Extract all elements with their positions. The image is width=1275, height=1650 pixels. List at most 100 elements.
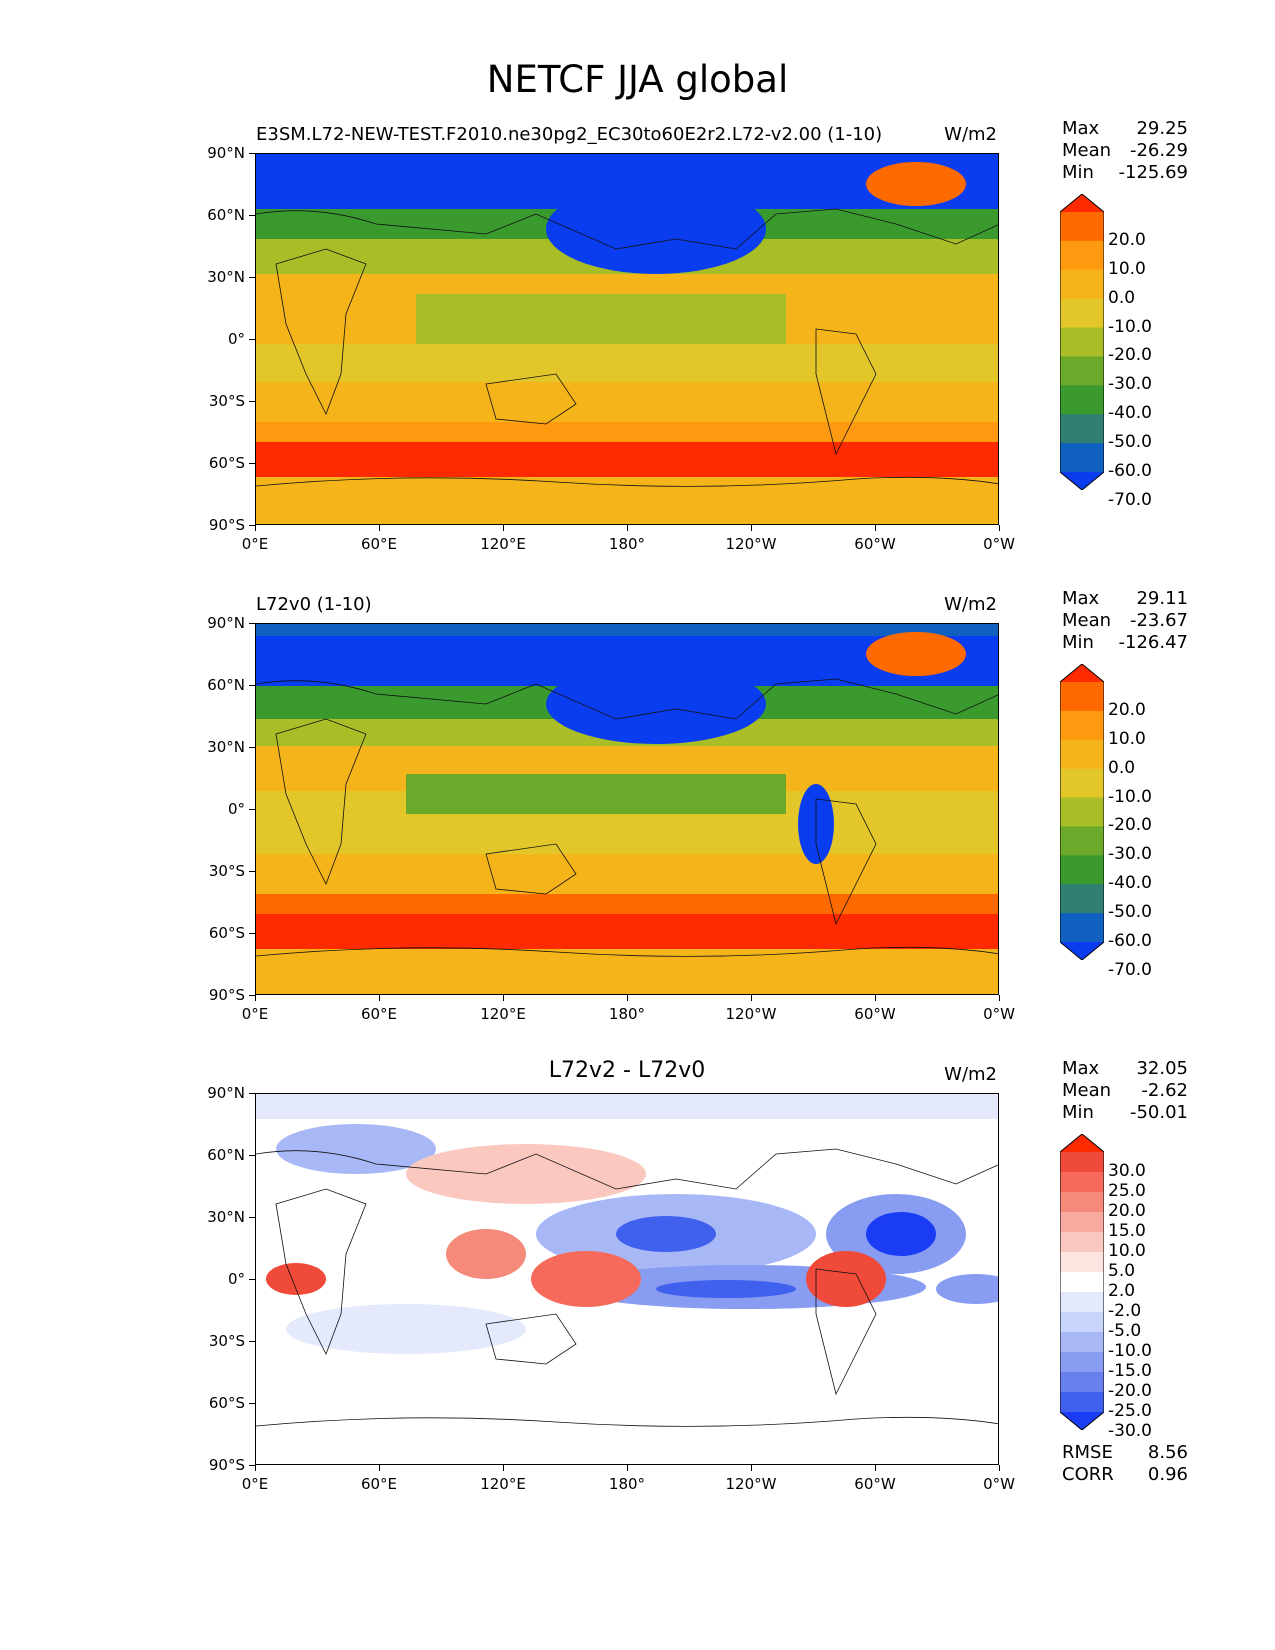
- colorbar-tick-label: -10.0: [1108, 786, 1152, 807]
- colorbar-extend-min: [1060, 1412, 1104, 1430]
- panel-3-field: [256, 1094, 998, 1464]
- colorbar-segment: [1060, 212, 1104, 242]
- x-tick: [503, 525, 504, 531]
- y-tick: [249, 1155, 255, 1156]
- y-tick-label: 90°S: [208, 986, 245, 1004]
- x-tick: [379, 1465, 380, 1471]
- y-tick: [249, 995, 255, 996]
- y-tick: [249, 933, 255, 934]
- colorbar-segment: [1060, 1352, 1104, 1373]
- y-tick: [249, 685, 255, 686]
- mean-label: Mean: [1062, 1080, 1112, 1101]
- colorbar-tick-label: 0.0: [1108, 287, 1136, 308]
- x-tick-label: 120°E: [480, 535, 526, 553]
- colorbar-tick-label: 10.0: [1108, 728, 1146, 749]
- y-tick: [249, 525, 255, 526]
- colorbar-segment: [1060, 1192, 1104, 1213]
- colorbar-segment: [1060, 1272, 1104, 1293]
- y-tick-label: 60°S: [208, 1394, 245, 1412]
- colorbar-tick-label: -40.0: [1108, 403, 1152, 424]
- y-tick: [249, 277, 255, 278]
- colorbar-tick-label: -15.0: [1108, 1361, 1152, 1381]
- colorbar-segment: [1060, 739, 1104, 770]
- mean-value: -23.67: [1129, 610, 1188, 631]
- x-tick-label: 60°E: [360, 1475, 398, 1493]
- x-tick: [751, 995, 752, 1001]
- colorbar-segment: [1060, 443, 1104, 473]
- max-value: 29.11: [1136, 588, 1188, 609]
- corr-value: 0.96: [1147, 1464, 1188, 1485]
- x-tick: [627, 995, 628, 1001]
- colorbar-tick-label: -50.0: [1108, 432, 1152, 453]
- colorbar-tick-label: -20.0: [1108, 345, 1152, 366]
- x-tick: [751, 1465, 752, 1471]
- y-tick-label: 90°S: [208, 516, 245, 534]
- x-tick: [875, 995, 876, 1001]
- colorbar-extend-max: [1060, 664, 1104, 682]
- colorbar-tick-label: -30.0: [1108, 1421, 1152, 1441]
- colorbar-segment: [1060, 385, 1104, 415]
- colorbar-tick-label: -40.0: [1108, 873, 1152, 894]
- y-tick-label: 90°N: [207, 144, 245, 162]
- min-label: Min: [1062, 1102, 1094, 1123]
- x-tick: [503, 995, 504, 1001]
- corr-label: CORR: [1062, 1464, 1114, 1485]
- x-tick-label: 120°W: [725, 1475, 777, 1493]
- colorbar-segment: [1060, 1232, 1104, 1253]
- y-tick-label: 60°S: [208, 454, 245, 472]
- colorbar-segment: [1060, 1292, 1104, 1313]
- panel-1-field: [256, 154, 998, 524]
- x-tick: [999, 1465, 1000, 1471]
- min-value: -50.01: [1129, 1102, 1188, 1123]
- y-tick-label: 0°: [227, 800, 245, 818]
- colorbar-tick-label: 15.0: [1108, 1221, 1146, 1241]
- colorbar-tick-label: 20.0: [1108, 229, 1146, 250]
- x-tick-label: 0°W: [983, 1005, 1015, 1023]
- panel-2-colorbar: [1060, 664, 1104, 960]
- colorbar-segment: [1060, 269, 1104, 300]
- x-tick: [379, 995, 380, 1001]
- colorbar-segment: [1060, 414, 1104, 444]
- panel-3-colorbar: [1060, 1134, 1104, 1430]
- panel-3-stats: Max 32.05 Mean -2.62 Min -50.01: [1062, 1058, 1188, 1124]
- y-tick: [249, 1279, 255, 1280]
- x-tick: [503, 1465, 504, 1471]
- colorbar-tick-label: -50.0: [1108, 902, 1152, 923]
- x-tick: [999, 525, 1000, 531]
- mean-label: Mean: [1062, 610, 1112, 631]
- min-label: Min: [1062, 162, 1094, 183]
- rmse-value: 8.56: [1147, 1442, 1188, 1463]
- x-tick-label: 0°W: [983, 535, 1015, 553]
- x-tick-label: 0°E: [241, 1475, 269, 1493]
- colorbar-segment: [1060, 1392, 1104, 1413]
- colorbar-tick-label: -10.0: [1108, 316, 1152, 337]
- panel-3-units: W/m2: [944, 1064, 997, 1085]
- colorbar-tick-label: 2.0: [1108, 1281, 1136, 1301]
- panel-2-map: [255, 623, 999, 995]
- y-tick-label: 0°: [227, 330, 245, 348]
- colorbar-tick-label: -20.0: [1108, 1381, 1152, 1401]
- y-tick-label: 30°S: [208, 1332, 245, 1350]
- y-tick: [249, 339, 255, 340]
- colorbar-extend-max: [1060, 194, 1104, 212]
- colorbar-tick-label: 10.0: [1108, 258, 1146, 279]
- x-tick-label: 60°W: [854, 1475, 896, 1493]
- y-tick: [249, 463, 255, 464]
- colorbar-tick-label: 25.0: [1108, 1181, 1146, 1201]
- y-tick: [249, 215, 255, 216]
- mean-label: Mean: [1062, 140, 1112, 161]
- x-tick: [751, 525, 752, 531]
- y-tick: [249, 1403, 255, 1404]
- colorbar-segment: [1060, 1332, 1104, 1353]
- colorbar-tick-label: -2.0: [1108, 1301, 1142, 1321]
- panel-3-map: [255, 1093, 999, 1465]
- x-tick: [875, 525, 876, 531]
- y-tick-label: 30°N: [207, 738, 245, 756]
- panel-1-stats: Max 29.25 Mean -26.29 Min -125.69: [1062, 118, 1188, 184]
- y-tick-label: 30°N: [207, 1208, 245, 1226]
- max-label: Max: [1062, 118, 1100, 139]
- x-tick: [255, 1465, 256, 1471]
- colorbar-segment: [1060, 1172, 1104, 1193]
- figure-title: NETCF JJA global: [486, 58, 789, 101]
- max-value: 29.25: [1136, 118, 1188, 139]
